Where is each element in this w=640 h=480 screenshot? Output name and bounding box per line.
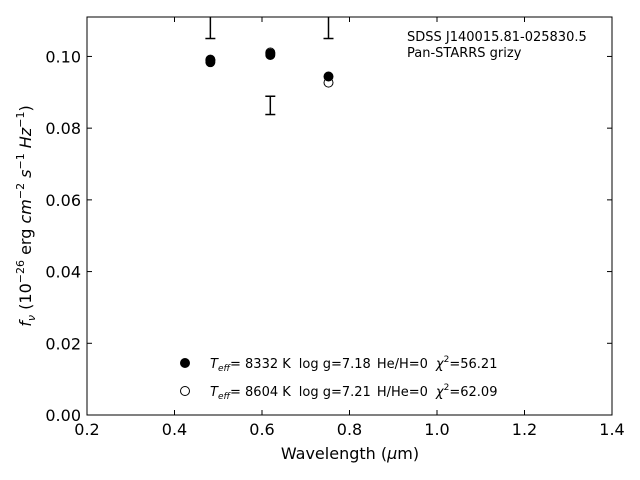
x-tick-label: 0.4	[162, 420, 187, 439]
y-tick-label: 0.02	[45, 334, 81, 353]
observed-errorbars	[205, 17, 334, 116]
y-tick-label: 0.08	[45, 119, 81, 138]
annotation-object: SDSS J140015.81-025830.5	[407, 30, 587, 45]
data-point-open	[205, 54, 216, 65]
y-tick-label: 0.06	[45, 191, 81, 210]
x-tick-label: 1.4	[599, 420, 624, 439]
data-point-open	[265, 47, 276, 58]
x-tick-label: 1.0	[424, 420, 449, 439]
legend-marker-open	[180, 386, 190, 396]
x-tick-label: 0.8	[337, 420, 362, 439]
x-tick-label: 0.6	[249, 420, 274, 439]
data-point-open	[323, 77, 334, 88]
y-axis-label: fν (10−26 erg cm−2 s−1 Hz−1)	[14, 105, 38, 326]
x-tick-label: 1.2	[512, 420, 537, 439]
x-axis: 0.2 0.4 0.6 0.8 1.0 1.2 1.4	[74, 17, 625, 439]
legend-marker-filled	[180, 358, 190, 368]
y-tick-label: 0.04	[45, 263, 81, 282]
plot-frame	[86, 16, 613, 416]
x-tick-label: 0.2	[74, 420, 99, 439]
model-points	[205, 47, 334, 88]
y-axis: 0.00 0.02 0.04 0.06 0.08 0.10	[45, 47, 612, 425]
y-tick-label: 0.00	[45, 406, 81, 425]
x-axis-label: Wavelength (μm)	[281, 444, 419, 463]
y-tick-label: 0.10	[45, 47, 81, 66]
annotation-survey: Pan-STARRS grizy	[407, 46, 522, 61]
